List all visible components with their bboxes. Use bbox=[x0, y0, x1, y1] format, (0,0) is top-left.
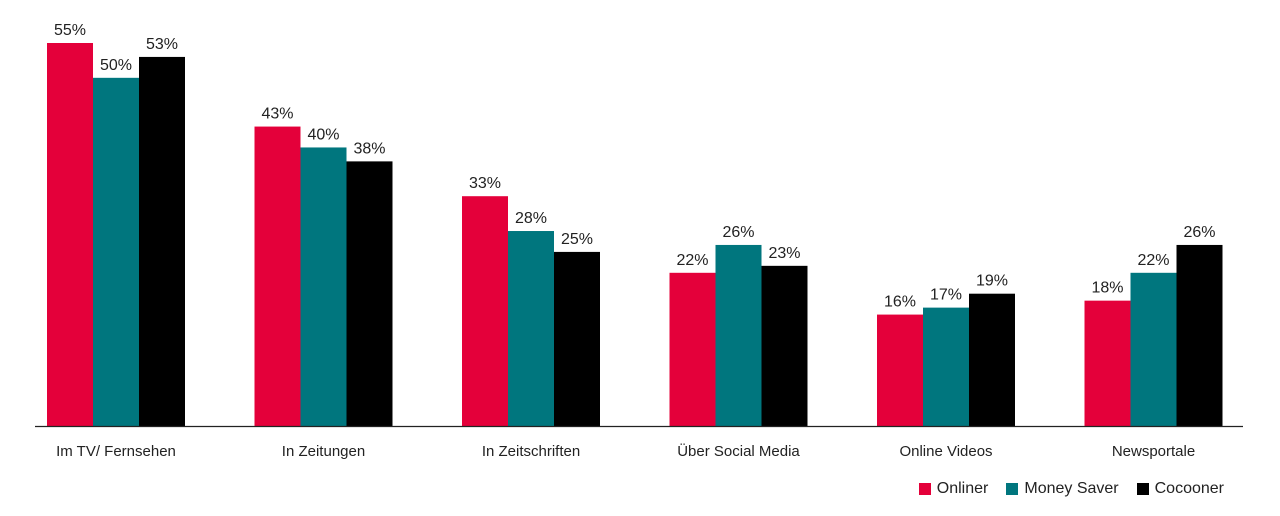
bar-onliner-4 bbox=[877, 314, 923, 426]
bar-money-saver-0 bbox=[93, 77, 139, 427]
data-label-money-saver-3: 26% bbox=[722, 224, 754, 241]
legend-label-onliner: Onliner bbox=[936, 480, 989, 497]
bar-cocooner-3 bbox=[761, 265, 808, 426]
bar-onliner-0 bbox=[47, 43, 93, 426]
data-label-money-saver-0: 50% bbox=[100, 57, 132, 74]
bar-money-saver-2 bbox=[508, 231, 554, 426]
category-label-1: In Zeitungen bbox=[282, 443, 365, 460]
data-label-money-saver-5: 22% bbox=[1137, 252, 1169, 269]
legend: Onliner Money Saver Cocooner bbox=[918, 480, 1224, 498]
bar-money-saver-5 bbox=[1130, 272, 1177, 426]
legend-label-cocooner: Cocooner bbox=[1154, 480, 1224, 497]
data-label-onliner-0: 55% bbox=[54, 22, 86, 39]
data-label-cocooner-0: 53% bbox=[146, 36, 178, 53]
legend-swatch-cocooner bbox=[1136, 483, 1149, 495]
legend-item-cocooner: Cocooner bbox=[1136, 480, 1224, 498]
data-label-onliner-1: 43% bbox=[261, 106, 293, 123]
data-label-cocooner-5: 26% bbox=[1183, 224, 1215, 241]
data-label-money-saver-1: 40% bbox=[307, 126, 339, 143]
bar-onliner-2 bbox=[462, 196, 508, 426]
legend-swatch-money-saver bbox=[1006, 483, 1019, 495]
bar-cocooner-0 bbox=[139, 56, 185, 426]
legend-item-onliner: Onliner bbox=[918, 480, 989, 498]
data-label-cocooner-3: 23% bbox=[768, 245, 800, 262]
category-label-5: Newsportale bbox=[1112, 443, 1195, 460]
bar-cocooner-4 bbox=[969, 293, 1015, 426]
data-label-money-saver-2: 28% bbox=[515, 210, 547, 227]
bar-onliner-3 bbox=[669, 272, 716, 426]
bar-cocooner-5 bbox=[1176, 244, 1223, 426]
bar-cocooner-1 bbox=[346, 161, 393, 426]
data-label-cocooner-2: 25% bbox=[561, 231, 593, 248]
bar-onliner-5 bbox=[1084, 300, 1131, 426]
data-label-onliner-4: 16% bbox=[884, 294, 916, 311]
category-label-4: Online Videos bbox=[899, 443, 992, 460]
data-label-onliner-2: 33% bbox=[469, 175, 501, 192]
bar-onliner-1 bbox=[254, 126, 301, 427]
data-label-onliner-3: 22% bbox=[676, 252, 708, 269]
bar-money-saver-4 bbox=[923, 307, 969, 426]
legend-item-money-saver: Money Saver bbox=[1006, 480, 1119, 498]
bar-cocooner-2 bbox=[554, 251, 600, 426]
bar-money-saver-1 bbox=[300, 147, 347, 427]
category-label-0: Im TV/ Fernsehen bbox=[56, 443, 176, 460]
legend-label-money-saver: Money Saver bbox=[1024, 480, 1119, 497]
category-label-2: In Zeitschriften bbox=[482, 443, 580, 460]
bar-money-saver-3 bbox=[715, 244, 762, 426]
category-label-3: Über Social Media bbox=[677, 442, 800, 460]
legend-swatch-onliner bbox=[918, 483, 931, 495]
data-label-cocooner-1: 38% bbox=[353, 140, 385, 157]
data-label-onliner-5: 18% bbox=[1091, 280, 1123, 297]
data-label-cocooner-4: 19% bbox=[976, 273, 1008, 290]
data-label-money-saver-4: 17% bbox=[930, 287, 962, 304]
